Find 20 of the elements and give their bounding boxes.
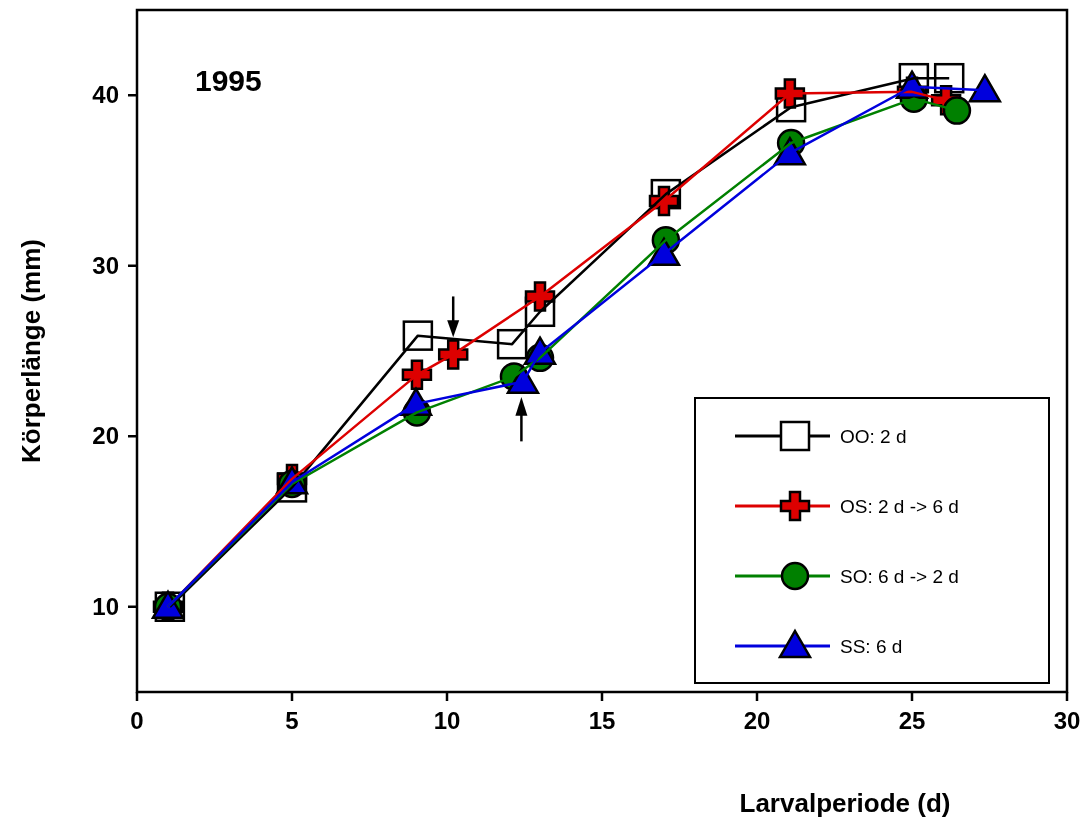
x-tick-label: 15: [588, 707, 616, 734]
point: [942, 96, 972, 125]
legend-label: SO: 6 d -> 2 d: [840, 566, 959, 587]
x-tick-label: 0: [130, 707, 144, 734]
x-tick-label: 10: [433, 707, 461, 734]
y-tick-label: 30: [92, 251, 119, 279]
y-tick-label: 20: [92, 422, 119, 450]
x-tick-label: 5: [285, 707, 299, 734]
y-tick-label: 40: [92, 81, 119, 109]
x-tick-label: 30: [1053, 707, 1081, 734]
text: 1995: [195, 64, 262, 97]
legend-label: OS: 2 d -> 6 d: [840, 496, 959, 517]
point: [402, 320, 434, 351]
y-tick-label: 10: [92, 592, 119, 620]
legend-label: OO: 2 d: [840, 426, 907, 447]
x-tick-label: 20: [743, 707, 771, 734]
x-tick-label: 25: [898, 707, 926, 734]
x-axis-title: Larvalperiode (d): [739, 788, 951, 818]
y-axis-title: Körperlänge (mm): [16, 239, 46, 463]
legend-label: SS: 6 d: [840, 636, 903, 657]
